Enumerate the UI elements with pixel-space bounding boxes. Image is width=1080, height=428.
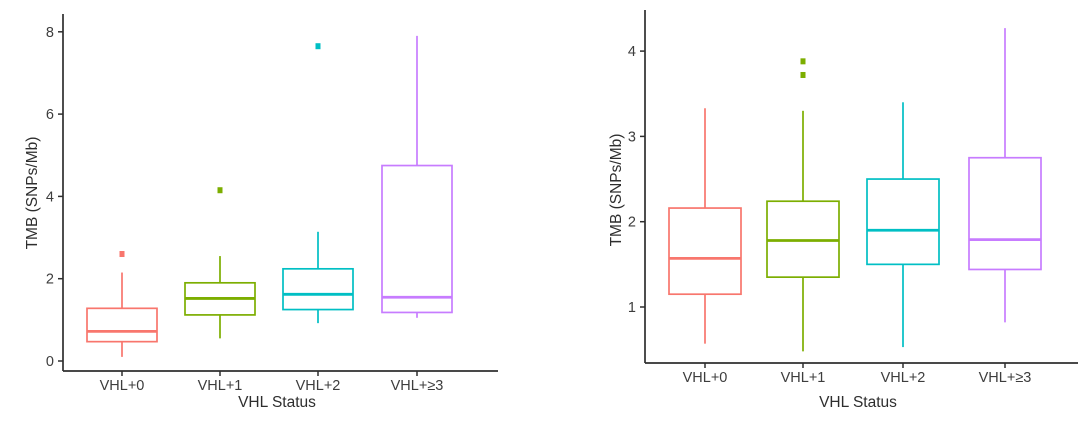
x-tick-label: VHL+2 <box>881 370 926 386</box>
x-tick-label: VHL+1 <box>781 370 826 386</box>
left-x-axis-title: VHL Status <box>238 394 316 411</box>
box <box>282 267 354 311</box>
box <box>968 156 1042 271</box>
box <box>668 207 742 296</box>
y-tick-label: 0 <box>46 354 54 370</box>
y-tick-label: 2 <box>46 272 54 288</box>
boxplot-VHL+1 <box>184 187 256 339</box>
left-y-axis-title: TMB (SNPs/Mb) <box>24 136 41 250</box>
boxplot-VHL+0 <box>86 251 158 357</box>
boxplot-VHL+2 <box>282 43 354 324</box>
y-tick-label: 1 <box>628 300 636 316</box>
x-tick-label: VHL+≥3 <box>979 370 1032 386</box>
boxplot-VHL+0 <box>668 108 742 344</box>
boxplot-VHL+1 <box>766 58 840 352</box>
right-y-axis-title: TMB (SNPs/Mb) <box>608 133 625 247</box>
right-x-axis-title: VHL Status <box>819 394 897 411</box>
x-tick-label: VHL+2 <box>296 378 341 394</box>
outlier-point <box>800 58 806 65</box>
y-tick-label: 3 <box>628 129 636 145</box>
tmb-boxplot-left-panel: 0 2 4 6 8 VHL+0 VHL+1 VHL+2 VHL+≥3 TMB (SNPs/Mb)… <box>24 14 498 411</box>
x-tick-label: VHL+0 <box>100 378 145 394</box>
y-tick-label: 2 <box>628 215 636 231</box>
y-tick-label: 8 <box>46 25 54 41</box>
outlier-point <box>217 187 223 194</box>
box <box>866 178 940 266</box>
y-tick-label: 4 <box>46 189 54 205</box>
x-tick-label: VHL+≥3 <box>391 378 444 394</box>
outlier-point <box>315 43 321 50</box>
y-tick-label: 4 <box>628 44 636 60</box>
outlier-point <box>119 251 125 258</box>
x-tick-label: VHL+1 <box>198 378 243 394</box>
outlier-point <box>800 71 806 78</box>
x-tick-label: VHL+0 <box>683 370 728 386</box>
boxplot-left-svg: 0 2 4 6 8 VHL+0 VHL+1 VHL+2 VHL+≥3 <box>46 14 498 394</box>
tmb-boxplot-right-panel: 1 2 3 4 VHL+0 VHL+1 VHL+2 VHL+≥3 TMB (SNPs/Mb) … <box>540 0 1080 428</box>
y-tick-label: 6 <box>46 107 54 123</box>
boxplot-VHL+≥3 <box>968 28 1042 323</box>
boxplot-VHL+≥3 <box>381 35 453 318</box>
boxplot-VHL+2 <box>866 102 940 348</box>
box <box>86 307 158 343</box>
box <box>381 164 453 314</box>
boxplot-right-svg: 1 2 3 4 VHL+0 VHL+1 VHL+2 VHL+≥3 <box>628 10 1078 386</box>
